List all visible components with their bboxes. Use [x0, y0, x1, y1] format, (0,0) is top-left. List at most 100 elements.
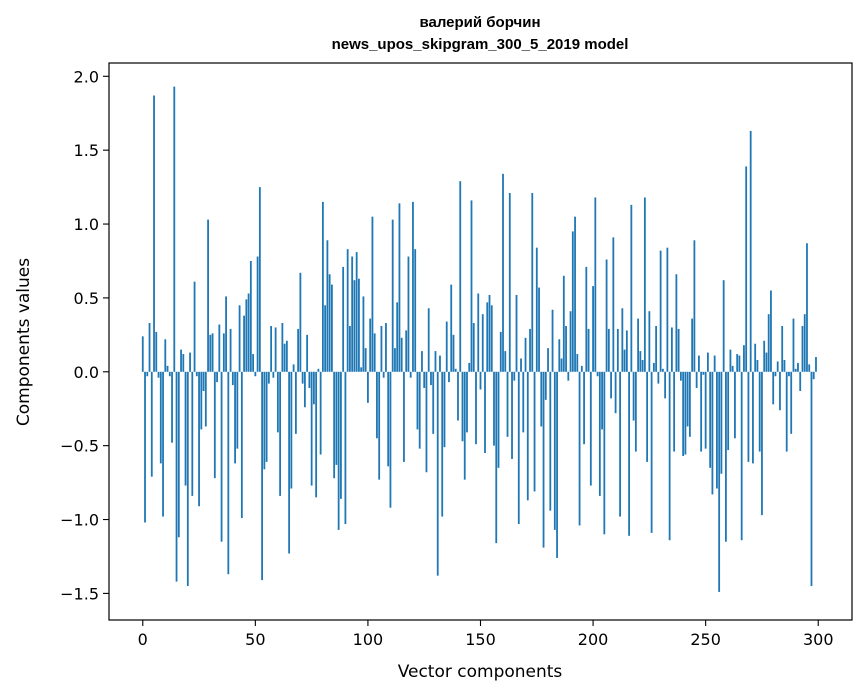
bar-281 — [774, 371, 777, 377]
bar-6 — [155, 331, 158, 372]
bar-217 — [630, 204, 633, 372]
bar-133 — [441, 371, 444, 517]
bar-207 — [607, 328, 610, 372]
bar-174 — [533, 371, 536, 492]
bar-272 — [754, 343, 757, 372]
bar-65 — [288, 371, 291, 554]
bar-19 — [184, 371, 187, 486]
bar-45 — [243, 315, 245, 372]
bar-256 — [718, 371, 721, 592]
bar-8 — [159, 371, 162, 464]
bar-129 — [432, 371, 435, 434]
bar-194 — [578, 371, 581, 526]
x-tick-label: 50 — [245, 630, 265, 649]
bar-68 — [294, 371, 297, 434]
bar-1 — [144, 371, 146, 523]
bar-183 — [553, 371, 556, 530]
bar-56 — [267, 371, 270, 384]
bar-88 — [340, 371, 342, 499]
bar-57 — [270, 325, 273, 372]
bar-70 — [299, 272, 302, 372]
bar-189 — [567, 371, 570, 381]
bar-64 — [285, 340, 288, 372]
bar-72 — [303, 371, 306, 408]
bar-79 — [319, 371, 322, 455]
x-axis-label: Vector components — [398, 662, 563, 682]
bar-14 — [173, 86, 176, 372]
bar-210 — [614, 371, 617, 414]
bar-282 — [776, 361, 779, 372]
bar-20 — [186, 371, 189, 587]
x-axis-ticks: 0 50 100 150 200 250 300 — [138, 620, 834, 649]
bar-271 — [752, 371, 754, 464]
y-tick-label: −1.0 — [60, 511, 99, 530]
bar-118 — [407, 256, 410, 372]
bar-158 — [497, 371, 500, 468]
bar-18 — [182, 354, 185, 372]
bar-146 — [470, 200, 473, 372]
bar-216 — [628, 371, 630, 536]
bar-212 — [619, 371, 621, 517]
bar-251 — [707, 352, 709, 372]
bar-187 — [562, 275, 565, 372]
bar-157 — [495, 371, 498, 544]
bar-40 — [231, 371, 234, 386]
bar-75 — [310, 371, 313, 486]
bar-60 — [276, 371, 279, 433]
bar-168 — [520, 358, 522, 372]
bar-78 — [317, 368, 320, 372]
bar-287 — [788, 371, 790, 377]
bar-153 — [486, 302, 489, 372]
bar-36 — [222, 333, 225, 372]
bar-38 — [227, 371, 230, 575]
bar-258 — [722, 280, 725, 372]
bar-197 — [585, 266, 588, 372]
bar-21 — [189, 352, 191, 372]
bar-173 — [531, 193, 534, 372]
bar-86 — [335, 371, 338, 465]
bar-115 — [400, 337, 403, 372]
bar-29 — [207, 219, 209, 372]
bar-252 — [709, 371, 712, 468]
bar-208 — [610, 371, 612, 399]
bar-177 — [540, 371, 543, 427]
bar-62 — [281, 323, 284, 372]
bar-50 — [254, 371, 257, 377]
bar-263 — [734, 371, 736, 439]
bar-155 — [490, 305, 493, 372]
bar-37 — [225, 296, 227, 372]
bar-27 — [202, 371, 205, 391]
bar-17 — [180, 349, 182, 372]
bar-291 — [797, 362, 799, 372]
bar-121 — [414, 249, 417, 372]
bar-242 — [686, 371, 689, 427]
bar-261 — [729, 349, 732, 372]
bar-102 — [371, 216, 374, 372]
bar-232 — [664, 371, 667, 399]
bar-214 — [623, 349, 626, 372]
bar-114 — [398, 203, 401, 372]
bar-211 — [616, 328, 619, 372]
bar-58 — [272, 371, 275, 378]
bar-96 — [358, 278, 360, 372]
bar-148 — [475, 371, 477, 445]
bar-275 — [761, 371, 763, 516]
bar-164 — [511, 371, 513, 459]
bar-288 — [790, 371, 793, 434]
bar-131 — [436, 371, 439, 576]
bar-123 — [418, 371, 421, 449]
bar-108 — [385, 323, 387, 372]
bar-135 — [445, 321, 448, 372]
bar-273 — [756, 359, 759, 372]
bar-54 — [263, 371, 266, 470]
bar-181 — [549, 371, 552, 511]
bar-16 — [177, 371, 180, 538]
bar-267 — [743, 345, 745, 372]
bar-225 — [648, 311, 651, 372]
bar-30 — [209, 334, 212, 372]
bar-127 — [427, 308, 430, 372]
bar-199 — [589, 371, 592, 486]
bar-9 — [162, 371, 164, 517]
y-tick-label: −0.5 — [60, 437, 99, 456]
bar-109 — [387, 371, 390, 467]
